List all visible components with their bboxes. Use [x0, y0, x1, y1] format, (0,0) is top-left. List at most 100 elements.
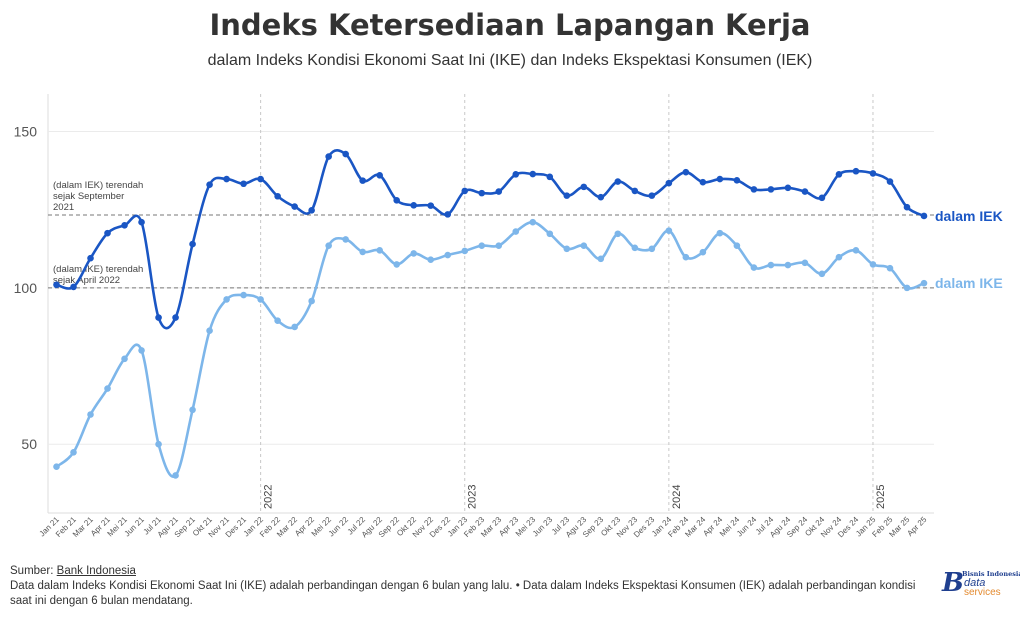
- data-point-ike: [801, 259, 809, 267]
- series-line-ike: [55, 220, 925, 478]
- data-point-ike: [512, 228, 520, 235]
- data-point-ike: [393, 261, 400, 268]
- data-point-ike: [206, 327, 213, 335]
- data-point-ike: [546, 230, 554, 238]
- data-point-ike: [172, 472, 179, 479]
- data-point-iek: [495, 188, 503, 195]
- data-point-ike: [886, 264, 894, 272]
- data-point-iek: [784, 184, 792, 192]
- data-point-ike: [461, 247, 469, 255]
- data-point-iek: [869, 170, 877, 177]
- data-point-ike: [223, 296, 230, 303]
- data-point-iek: [631, 187, 639, 195]
- data-point-iek: [308, 207, 315, 214]
- data-point-iek: [87, 254, 94, 262]
- chart-subtitle: dalam Indeks Kondisi Ekonomi Saat Ini (I…: [207, 52, 813, 69]
- data-point-ike: [920, 279, 928, 287]
- data-point-ike: [53, 463, 60, 471]
- source-label: Sumber:: [10, 565, 57, 577]
- data-point-iek: [70, 283, 77, 291]
- series-label-iek: dalam IEK: [935, 208, 1003, 224]
- data-point-ike: [648, 245, 656, 253]
- logo-line-data: data: [964, 577, 986, 589]
- data-point-ike: [495, 242, 503, 249]
- data-point-ike: [733, 242, 741, 249]
- data-point-iek: [376, 171, 383, 179]
- data-point-ike: [121, 355, 128, 363]
- data-point-ike: [291, 323, 298, 331]
- data-point-ike: [325, 242, 332, 249]
- data-point-ike: [104, 385, 111, 392]
- data-point-ike: [529, 218, 537, 226]
- data-point-iek: [597, 193, 605, 201]
- x-tick-label: Jun 23: [531, 515, 555, 539]
- data-point-ike: [631, 244, 639, 252]
- data-point-iek: [546, 173, 554, 181]
- x-tick-label: Apr 25: [905, 515, 928, 538]
- data-point-iek: [563, 192, 571, 199]
- data-point-iek: [529, 170, 537, 178]
- data-point-iek: [257, 175, 264, 183]
- data-point-iek: [104, 229, 111, 237]
- data-point-iek: [801, 188, 809, 195]
- data-point-ike: [750, 264, 758, 271]
- series-label-ike: dalam IKE: [935, 275, 1003, 291]
- data-point-iek: [206, 181, 213, 188]
- bisnis-data-services-logo: B Bisnis Indonesia data services: [942, 568, 1020, 602]
- data-point-iek: [223, 175, 230, 183]
- reference-annotation-1-1: sejak April 2022: [53, 275, 120, 286]
- data-point-ike: [852, 247, 860, 254]
- data-point-ike: [818, 270, 826, 278]
- data-point-ike: [767, 261, 775, 269]
- data-point-iek: [648, 192, 656, 199]
- data-point-iek: [920, 212, 928, 220]
- x-tick-label: Jun 22: [327, 515, 351, 539]
- data-point-iek: [580, 183, 588, 191]
- data-point-iek: [274, 192, 281, 200]
- data-point-ike: [716, 229, 724, 237]
- data-point-iek: [342, 150, 349, 158]
- reference-annotation-0-0: (dalam IEK) terendah: [53, 180, 143, 191]
- data-point-ike: [308, 297, 315, 305]
- data-point-iek: [427, 202, 435, 209]
- data-point-iek: [733, 177, 741, 184]
- data-point-iek: [835, 171, 843, 178]
- data-point-iek: [291, 203, 298, 210]
- data-point-iek: [121, 222, 128, 229]
- data-point-iek: [512, 171, 520, 178]
- data-point-iek: [138, 218, 145, 226]
- year-label-2025: 2025: [875, 485, 887, 509]
- data-point-ike: [155, 440, 162, 448]
- y-tick-label-50: 50: [21, 436, 37, 452]
- data-point-ike: [478, 242, 486, 249]
- year-label-2023: 2023: [467, 485, 479, 509]
- data-point-iek: [767, 186, 775, 193]
- y-tick-label-150: 150: [14, 124, 38, 140]
- data-point-ike: [563, 245, 571, 253]
- y-tick-label-100: 100: [14, 280, 38, 296]
- data-point-iek: [478, 189, 486, 197]
- chart-title: Indeks Ketersediaan Lapangan Kerja: [209, 8, 811, 42]
- data-point-ike: [427, 256, 435, 264]
- data-point-iek: [172, 314, 179, 321]
- footer-note: Data dalam Indeks Kondisi Ekonomi Saat I…: [10, 580, 916, 607]
- data-point-iek: [614, 178, 622, 185]
- data-point-iek: [852, 167, 860, 175]
- logo-brand: Bisnis Indonesia: [962, 570, 1020, 578]
- data-point-ike: [699, 248, 707, 256]
- data-point-ike: [70, 449, 77, 456]
- data-point-ike: [614, 230, 622, 238]
- data-point-iek: [444, 211, 452, 218]
- data-point-iek: [818, 194, 826, 202]
- data-point-ike: [665, 227, 673, 234]
- data-point-ike: [682, 253, 690, 261]
- year-label-2024: 2024: [671, 485, 683, 509]
- data-point-iek: [359, 177, 366, 184]
- data-point-iek: [325, 153, 332, 160]
- data-point-ike: [903, 284, 911, 292]
- source-link[interactable]: Bank Indonesia: [56, 565, 136, 577]
- data-point-ike: [869, 261, 877, 268]
- x-tick-label: Jun 24: [735, 515, 759, 539]
- reference-annotation-0-2: 2021: [53, 202, 74, 213]
- logo-line-services: services: [964, 587, 1001, 598]
